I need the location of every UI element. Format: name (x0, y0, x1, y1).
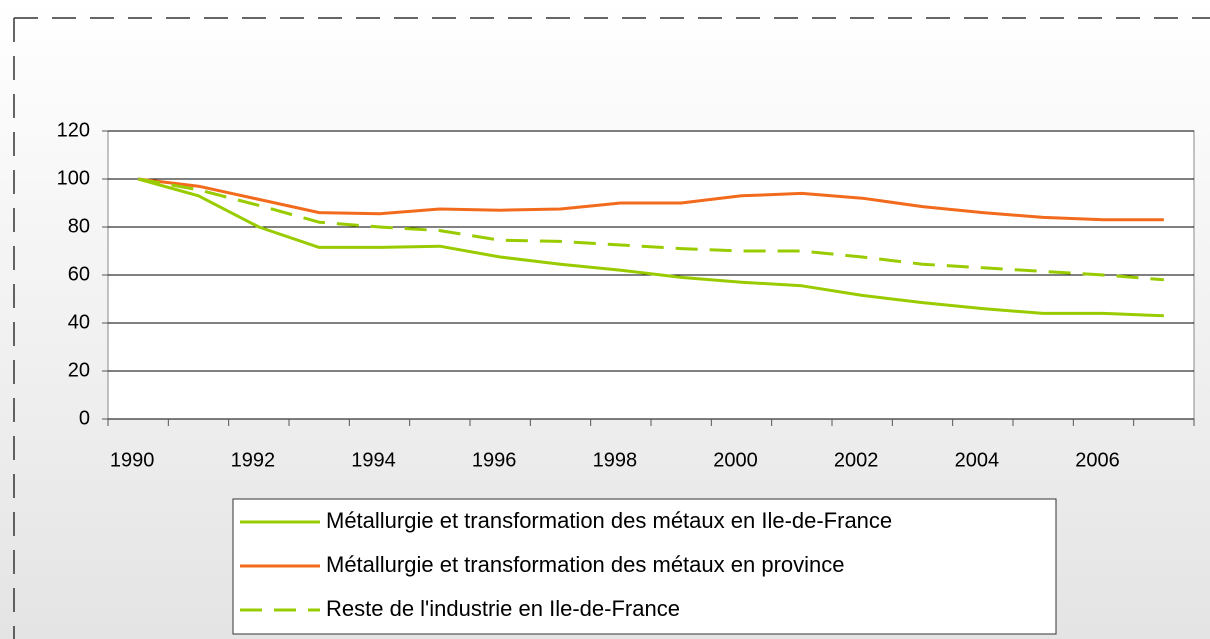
y-tick-label: 80 (68, 215, 90, 237)
legend-label: Métallurgie et transformation des métaux… (326, 508, 892, 533)
y-tick-label: 120 (57, 119, 90, 141)
y-tick-label: 60 (68, 263, 90, 285)
legend-label: Métallurgie et transformation des métaux… (326, 552, 844, 577)
series-line (137, 177, 1164, 318)
x-tick-label: 2002 (834, 449, 879, 471)
y-tick-label: 0 (79, 407, 90, 429)
y-tick-label: 20 (68, 359, 90, 381)
y-tick-label: 100 (57, 167, 90, 189)
x-tick-label: 2004 (955, 449, 1000, 471)
frame (13, 17, 1210, 639)
x-tick-label: 2000 (713, 449, 758, 471)
series-line (137, 177, 1164, 282)
y-tick-label: 40 (68, 311, 90, 333)
legend-label: Reste de l'industrie en Ile-de-France (326, 596, 680, 621)
x-tick-label: 1992 (231, 449, 276, 471)
x-tick-label: 1994 (351, 449, 396, 471)
legend (232, 498, 1057, 635)
series-line (137, 177, 1164, 222)
x-tick-label: 1990 (110, 449, 155, 471)
x-tick-label: 1998 (593, 449, 638, 471)
x-tick-label: 2006 (1075, 449, 1120, 471)
x-tick-label: 1996 (472, 449, 517, 471)
